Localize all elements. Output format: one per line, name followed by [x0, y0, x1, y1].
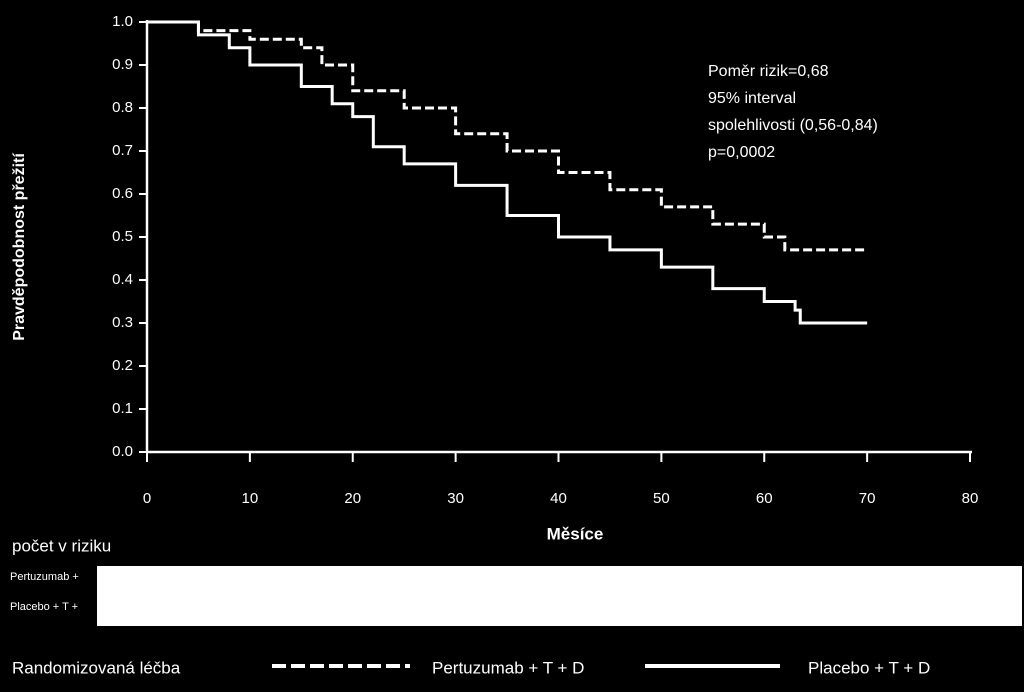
y-tick-label: 0.7 — [112, 142, 133, 159]
annotation: spolehlivosti (0,56-0,84) — [708, 117, 878, 134]
x-tick-label: 30 — [447, 490, 464, 507]
x-tick-label: 20 — [344, 490, 361, 507]
legend-label: Pertuzumab + T + D — [432, 658, 584, 677]
x-tick-label: 50 — [653, 490, 670, 507]
risk-table-box — [97, 566, 1022, 626]
y-tick-label: 0.1 — [112, 400, 133, 417]
y-tick-label: 0.6 — [112, 185, 133, 202]
x-tick-label: 70 — [859, 490, 876, 507]
y-tick-label: 1.0 — [112, 13, 133, 30]
y-tick-label: 0.3 — [112, 314, 133, 331]
y-tick-label: 0.8 — [112, 99, 133, 116]
y-axis-label: Pravděpodobnost přežití — [11, 153, 28, 341]
legend-title: Randomizovaná léčba — [12, 658, 181, 677]
risk-row: Placebo + T + — [10, 601, 78, 613]
x-axis-label: Měsíce — [547, 524, 604, 543]
x-tick-label: 40 — [550, 490, 567, 507]
y-tick-label: 0.0 — [112, 443, 133, 460]
y-tick-label: 0.4 — [112, 271, 133, 288]
annotation: 95% interval — [708, 90, 796, 107]
annotation: p=0,0002 — [708, 144, 775, 161]
y-tick-label: 0.5 — [112, 228, 133, 245]
x-tick-label: 10 — [242, 490, 259, 507]
annotation: Poměr rizik=0,68 — [708, 63, 829, 80]
x-tick-label: 0 — [143, 490, 151, 507]
km-curve — [147, 20, 868, 325]
x-tick-label: 80 — [962, 490, 979, 507]
risk-row: Pertuzumab + — [10, 571, 79, 583]
km-curve — [147, 20, 868, 252]
legend-label: Placebo + T + D — [808, 658, 930, 677]
risk-title: počet v riziku — [12, 536, 111, 555]
x-tick-label: 60 — [756, 490, 773, 507]
y-tick-label: 0.2 — [112, 357, 133, 374]
y-tick-label: 0.9 — [112, 56, 133, 73]
